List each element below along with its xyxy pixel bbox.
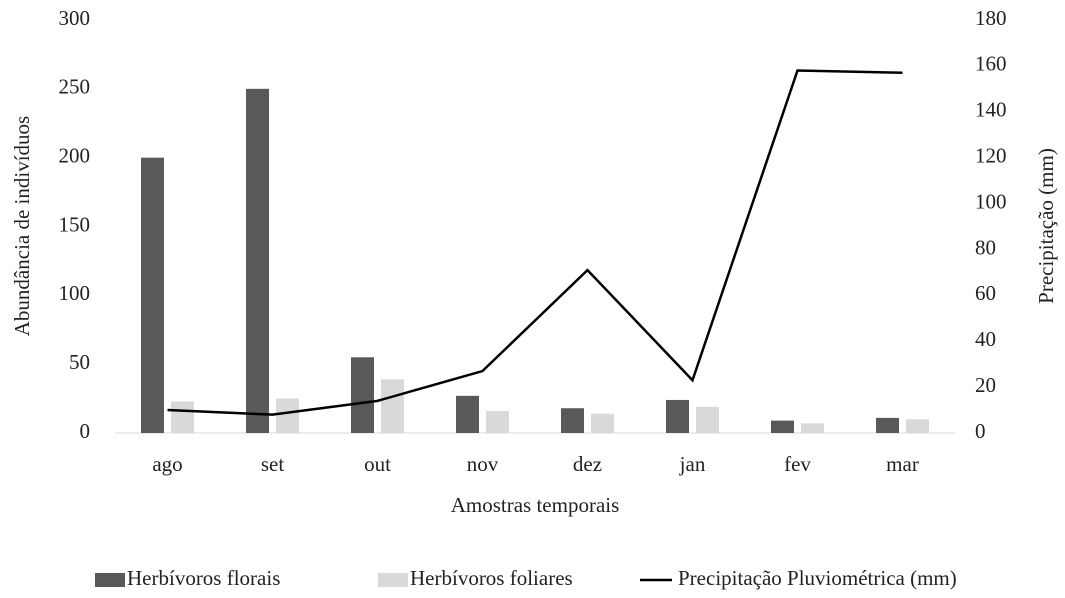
bar — [696, 406, 719, 433]
y2-tick-label: 140 — [975, 98, 1007, 122]
legend-label: Herbívoros foliares — [410, 566, 573, 590]
legend-swatch — [378, 573, 408, 587]
y-tick-label: 0 — [80, 419, 91, 443]
legend-swatch — [95, 573, 125, 587]
y2-tick-label: 20 — [975, 373, 996, 397]
bar — [876, 417, 899, 433]
x-tick-label: set — [261, 452, 284, 476]
bar — [561, 408, 584, 433]
bar — [801, 423, 824, 433]
legend-label: Herbívoros florais — [127, 566, 280, 590]
y2-tick-label: 160 — [975, 52, 1007, 76]
y2-axis-title: Precipitação (mm) — [1034, 148, 1058, 304]
y-tick-label: 100 — [59, 281, 91, 305]
bar — [351, 357, 374, 433]
bar — [456, 395, 479, 433]
legend-label: Precipitação Pluviométrica (mm) — [678, 566, 957, 590]
bar — [141, 157, 164, 433]
x-tick-label: dez — [573, 452, 602, 476]
line — [167, 69, 903, 416]
y-tick-label: 150 — [59, 212, 91, 236]
y2-tick-label: 120 — [975, 143, 1007, 167]
x-tick-label: ago — [152, 452, 182, 476]
bar — [591, 413, 614, 433]
bar — [171, 401, 194, 433]
bar — [381, 379, 404, 433]
bar — [666, 399, 689, 433]
x-tick-label: mar — [886, 452, 919, 476]
y2-tick-label: 100 — [975, 189, 1007, 213]
x-tick-label: nov — [467, 452, 499, 476]
y-tick-label: 200 — [59, 143, 91, 167]
x-tick-label: jan — [679, 452, 706, 476]
y2-tick-label: 40 — [975, 327, 996, 351]
y-tick-label: 300 — [59, 6, 91, 30]
y2-tick-label: 180 — [975, 6, 1007, 30]
x-tick-label: fev — [784, 452, 811, 476]
x-axis-title: Amostras temporais — [451, 493, 620, 517]
y-axis-title: Abundância de indivíduos — [10, 116, 34, 336]
x-tick-label: out — [364, 452, 391, 476]
y2-tick-label: 80 — [975, 235, 996, 259]
y-tick-label: 250 — [59, 75, 91, 99]
y2-tick-label: 0 — [975, 419, 986, 443]
bar — [486, 410, 509, 433]
bar — [246, 88, 269, 433]
bar — [771, 420, 794, 433]
y2-tick-label: 60 — [975, 281, 996, 305]
bar — [276, 398, 299, 433]
y-tick-label: 50 — [69, 350, 90, 374]
bar — [906, 419, 929, 433]
